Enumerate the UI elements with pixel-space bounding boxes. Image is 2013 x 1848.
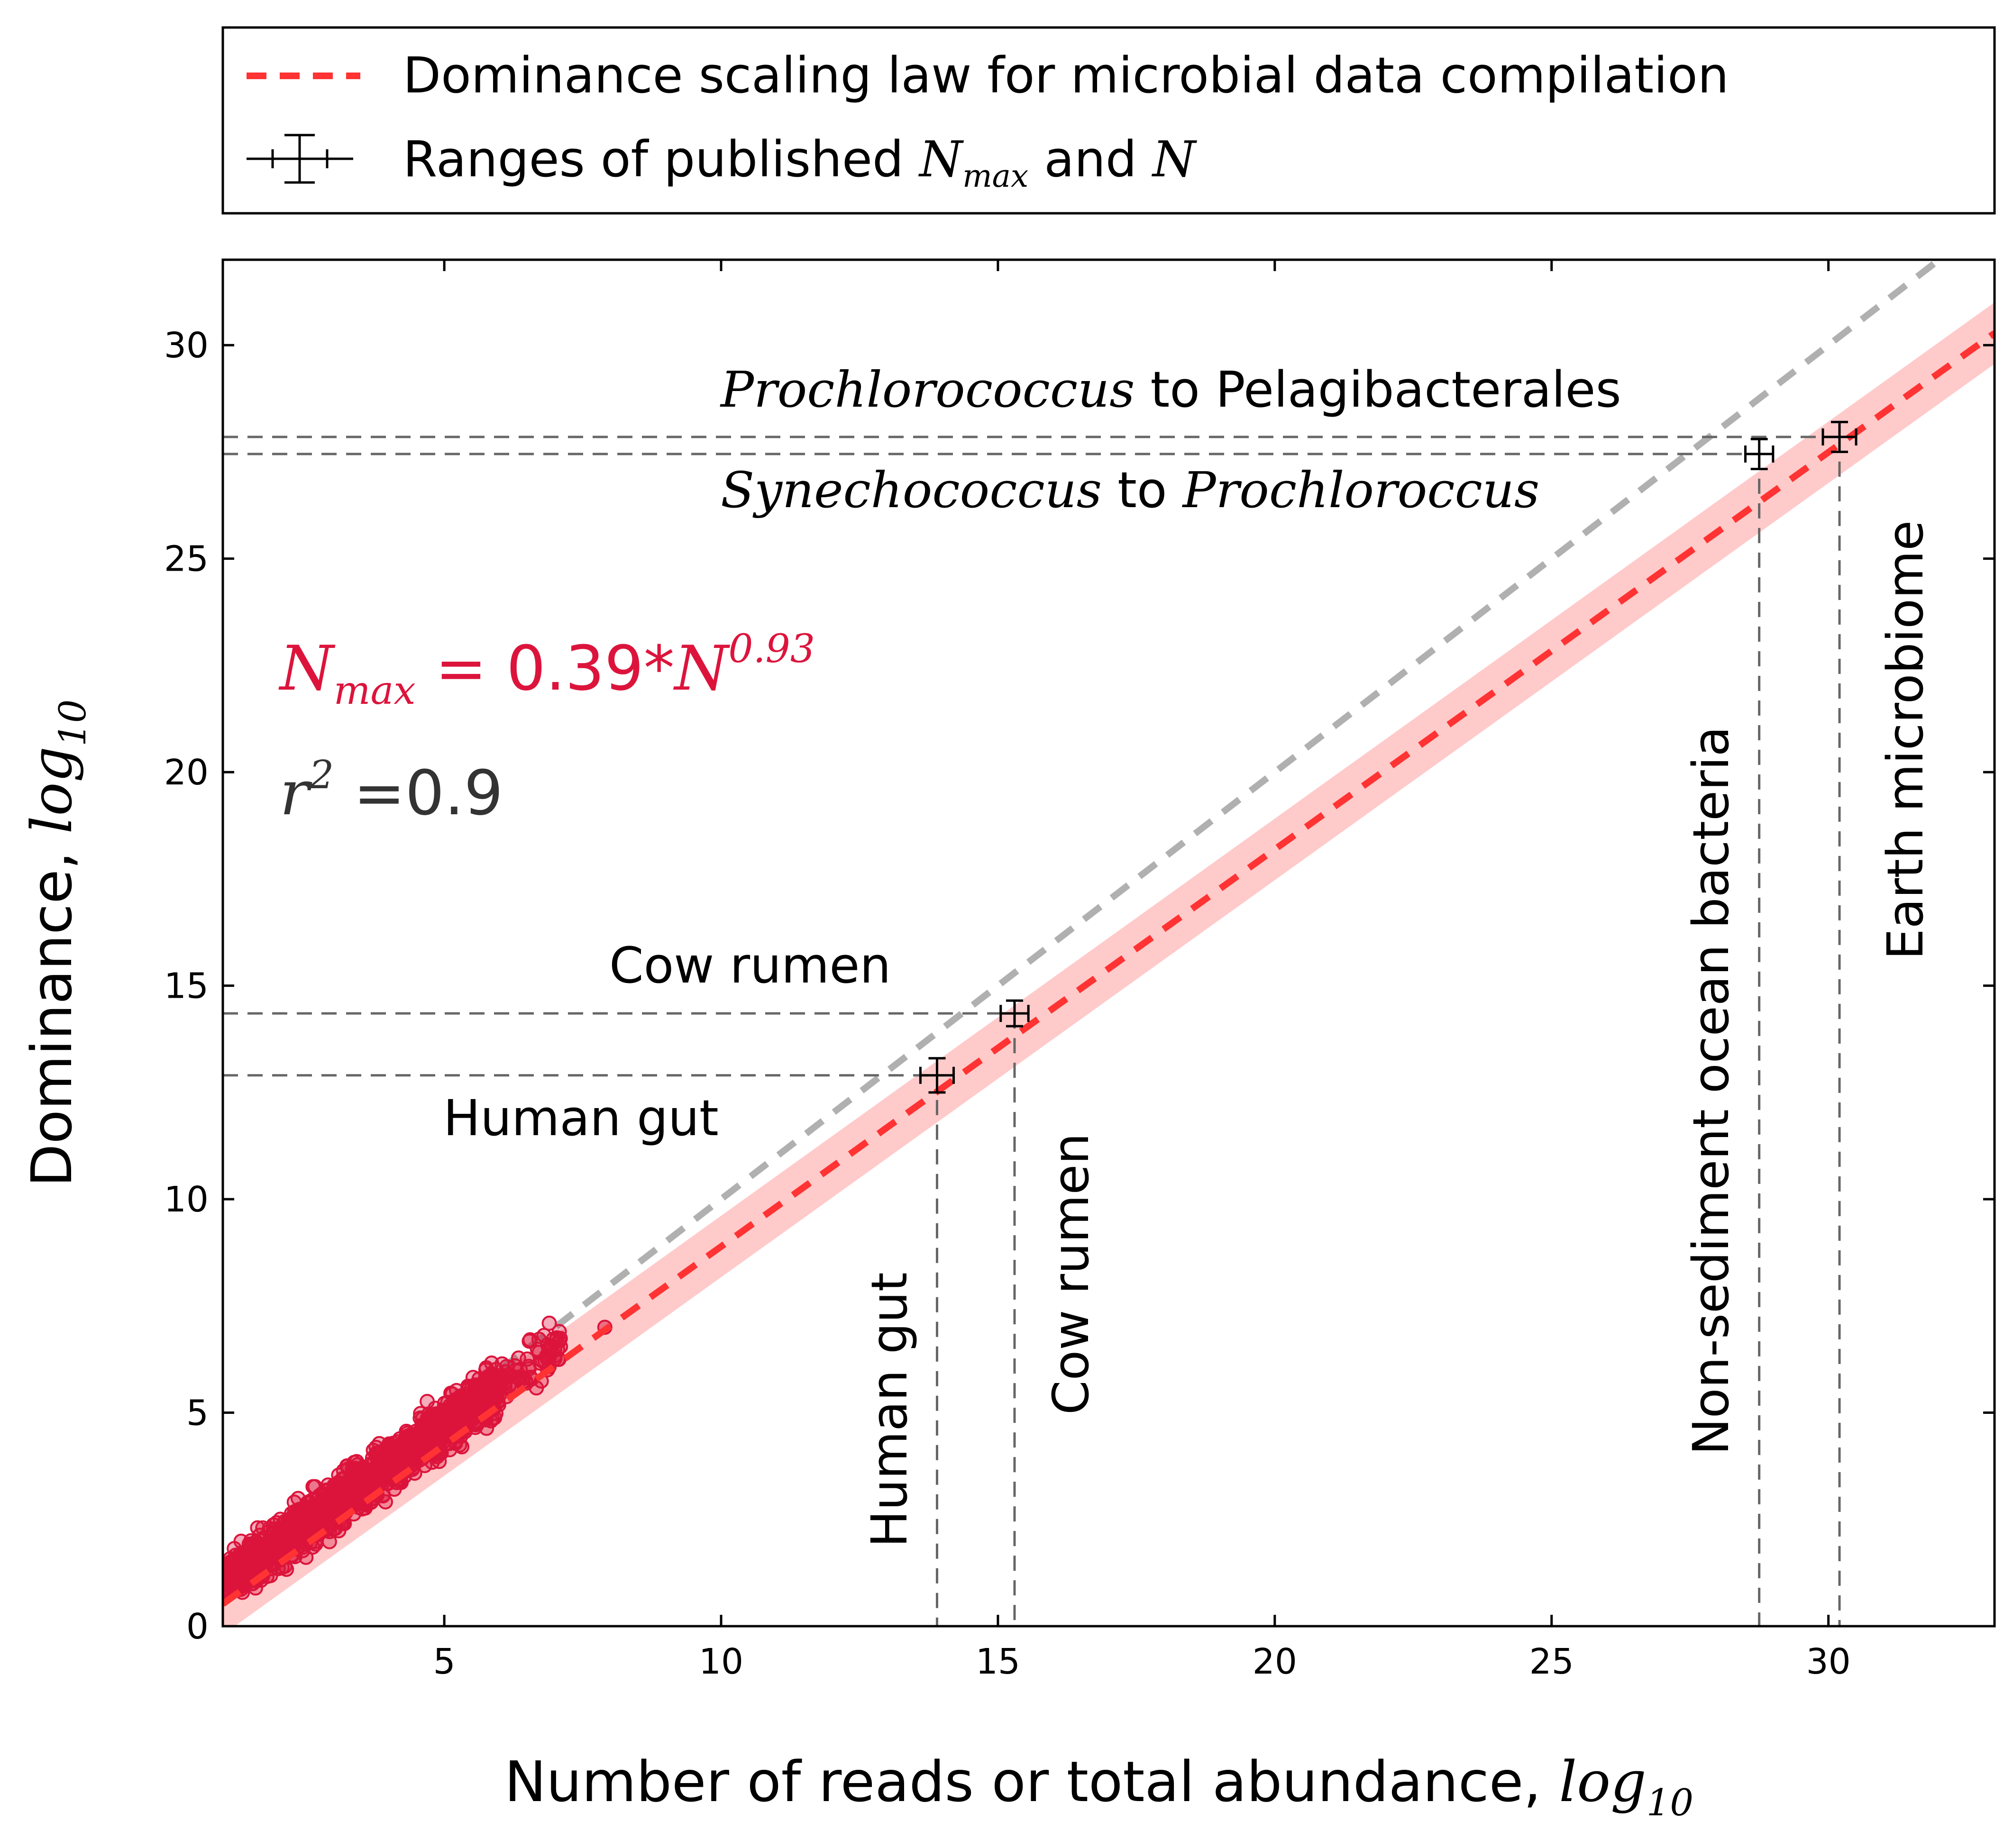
scatter-point	[256, 1530, 272, 1546]
x-tick-label: 25	[1529, 1641, 1574, 1682]
scatter-point	[325, 1521, 341, 1537]
x-axis-title: Number of reads or total abundance, log1…	[504, 1749, 1693, 1824]
scatter-point	[520, 1351, 535, 1367]
error-bar-2	[1744, 437, 1775, 470]
annotation-prochlorococcus: Prochlorococcus to Pelagibacterales	[720, 361, 1621, 419]
scatter-point	[290, 1491, 306, 1506]
fit-line	[223, 330, 1995, 1607]
scatter-point	[398, 1429, 414, 1445]
scatter-point	[407, 1451, 422, 1467]
scatter-point	[223, 1568, 234, 1583]
x-tick-label: 5	[433, 1641, 456, 1682]
one-to-one-line	[223, 260, 1945, 1586]
scatter-point	[336, 1471, 352, 1486]
scatter-point	[318, 1502, 334, 1517]
scatter-point	[294, 1526, 310, 1541]
scatter-point	[304, 1504, 320, 1520]
y-tick-label: 25	[164, 539, 209, 580]
scatter-point	[479, 1420, 494, 1436]
y-tick-label: 5	[186, 1393, 209, 1434]
fit-equation: Nmax = 0.39*N0.93	[278, 627, 815, 713]
reference-guide-lines	[223, 436, 1841, 1626]
scatter-point	[355, 1501, 370, 1517]
x-axis-ticks: 5 10 15 20 25 30	[433, 260, 1851, 1682]
y-tick-label: 0	[186, 1606, 209, 1647]
y-tick-label: 30	[164, 325, 209, 366]
annotation-cow-rumen-vertical: Cow rumen	[1042, 1133, 1100, 1415]
x-tick-label: 15	[976, 1641, 1020, 1682]
scatter-point	[531, 1331, 547, 1347]
annotation-earth-vertical: Earth microbiome	[1876, 520, 1934, 960]
scatter-point	[478, 1360, 494, 1375]
annotation-human-gut-horizontal: Human gut	[443, 1089, 719, 1147]
scatter-point	[278, 1525, 294, 1540]
annotation-human-gut-vertical: Human gut	[860, 1272, 918, 1548]
legend-fit-label: Dominance scaling law for microbial data…	[403, 46, 1729, 104]
y-tick-label: 15	[164, 966, 209, 1007]
error-bar-3	[1821, 420, 1857, 453]
y-axis-title: Dominance, log10	[19, 700, 94, 1187]
scatter-point	[265, 1517, 281, 1533]
annotation-cow-rumen-horizontal: Cow rumen	[609, 937, 891, 994]
scatter-points	[223, 1315, 613, 1602]
plot-frame	[221, 258, 1996, 1628]
scatter-point	[261, 1549, 276, 1565]
r-squared: r2 =0.9	[280, 753, 503, 829]
scatter-point	[343, 1493, 359, 1509]
scatter-point	[413, 1432, 429, 1448]
annotation-ocean-vertical: Non-sediment ocean bacteria	[1682, 726, 1740, 1455]
legend-errorbar-swatch	[247, 134, 353, 184]
scatter-point	[365, 1467, 380, 1483]
scatter-point	[336, 1488, 351, 1503]
scatter-point	[350, 1480, 366, 1495]
scatter-point	[443, 1410, 459, 1425]
error-bar-1	[999, 999, 1030, 1028]
scatter-point	[377, 1461, 393, 1477]
legend-frame	[221, 26, 1996, 215]
scatter-point	[532, 1355, 548, 1371]
scatter-point	[311, 1488, 327, 1503]
reference-error-bars	[919, 420, 1857, 1094]
y-tick-label: 10	[164, 1179, 209, 1220]
scatter-point	[428, 1430, 444, 1446]
legend: Dominance scaling law for microbial data…	[221, 26, 1996, 215]
scatter-point	[378, 1494, 393, 1510]
annotation-synechococcus: Synechococcus to Prochloroccus	[721, 461, 1539, 519]
error-bar-0	[919, 1057, 955, 1094]
scatter-point	[547, 1342, 562, 1357]
scatter-point	[243, 1533, 259, 1548]
scatter-point	[502, 1367, 518, 1383]
y-axis-ticks: 0 5 10 15 20 25 30	[164, 325, 1995, 1647]
confidence-band	[223, 302, 1995, 1626]
scatter-point	[541, 1315, 557, 1331]
y-tick-label: 20	[164, 752, 209, 793]
legend-range-label: Ranges of published Nmax and N	[403, 130, 1197, 194]
x-tick-label: 10	[699, 1641, 743, 1682]
scatter-point	[328, 1492, 343, 1507]
x-tick-label: 20	[1253, 1641, 1297, 1682]
scatter-point	[477, 1384, 493, 1400]
x-tick-label: 30	[1806, 1641, 1851, 1682]
